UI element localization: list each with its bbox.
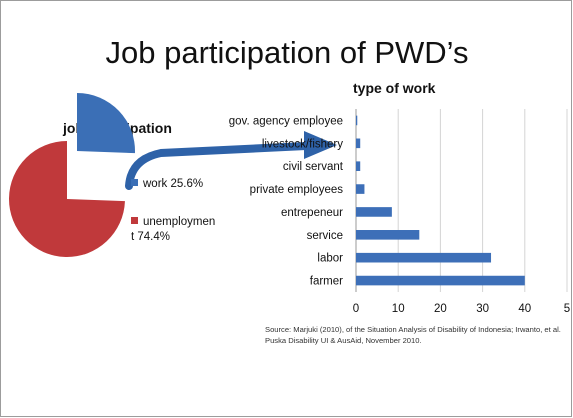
x-tick-label: 20 — [434, 303, 447, 315]
legend-item-work: work 25.6% — [131, 177, 203, 192]
category-label: gov. agency employee — [229, 115, 343, 127]
bar — [356, 115, 358, 126]
category-label: labor — [317, 253, 343, 265]
category-label: farmer — [310, 276, 343, 288]
bar — [356, 275, 525, 286]
pie-slice-work — [77, 93, 136, 154]
x-tick-label: 0 — [353, 303, 359, 315]
x-tick-label: 10 — [392, 303, 405, 315]
x-tick-label: 40 — [518, 303, 531, 315]
bar-chart-title: type of work — [353, 80, 436, 96]
bar — [356, 184, 365, 194]
x-tick-label: 5 — [564, 303, 570, 315]
legend-label-work: work 25.6% — [143, 178, 204, 190]
legend-swatch-unemployment — [131, 217, 138, 224]
pie-slice-unemployment — [8, 141, 125, 257]
bar — [356, 161, 361, 171]
legend-label-unemployment-line2: t 74.4% — [131, 231, 170, 243]
category-label: service — [307, 230, 343, 242]
category-label: civil servant — [283, 161, 344, 173]
connector-arrow — [125, 142, 310, 190]
arrow-head — [304, 131, 337, 159]
bar — [356, 207, 392, 217]
slide-title: Job participation of PWD’s — [105, 35, 469, 70]
legend-label-unemployment-line1: unemploymen — [143, 216, 216, 228]
bar-chart: gov. agency employee livestock/fishery civ… — [229, 109, 570, 315]
source-note: Source: Marjuki (2010), of the Situation… — [265, 325, 561, 345]
x-tick-label: 30 — [476, 303, 489, 315]
category-label: private employees — [250, 184, 344, 196]
pie-chart — [8, 93, 337, 257]
category-label: entrepeneur — [281, 207, 343, 219]
bar — [356, 230, 420, 240]
bar — [356, 138, 361, 149]
bar — [356, 252, 492, 263]
legend-item-unemployment: unemploymen t 74.4% — [131, 215, 215, 245]
category-label: livestock/fishery — [262, 138, 343, 150]
legend-swatch-work — [131, 179, 138, 186]
